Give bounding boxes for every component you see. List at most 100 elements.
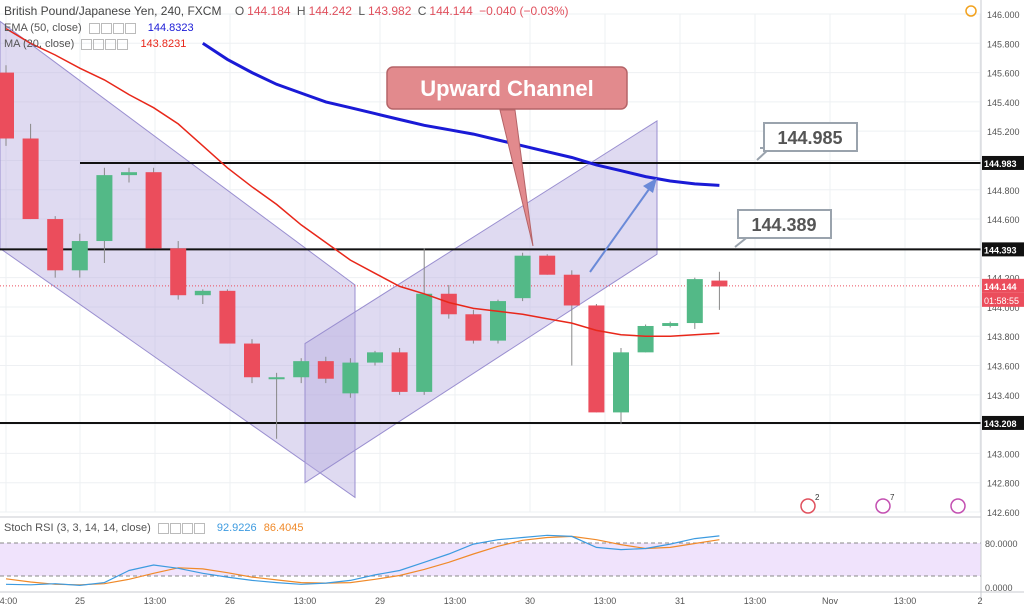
stoch-d-value: 86.4045 <box>263 522 304 534</box>
event-badge-count: 7 <box>890 493 895 502</box>
stoch-band <box>0 543 981 576</box>
candle-body <box>686 279 703 324</box>
candle-body <box>662 323 679 326</box>
open-label: O <box>234 4 245 18</box>
level-label-box <box>763 122 858 152</box>
candle-body <box>244 343 260 378</box>
arrow-head-icon <box>643 178 657 193</box>
time-tick-label: 2 <box>977 596 982 606</box>
candle-body <box>367 352 383 363</box>
candle <box>539 254 556 275</box>
time-tick-label: 31 <box>675 596 685 606</box>
price-tick-label: 143.400 <box>987 391 1020 401</box>
candle <box>563 270 580 366</box>
candle <box>145 167 162 249</box>
candle-body <box>170 248 187 296</box>
ema-value: 144.8323 <box>147 22 194 34</box>
ema-label: EMA (50, close) <box>4 22 82 34</box>
stoch-label: Stoch RSI (3, 3, 14, 14, close) <box>4 522 151 534</box>
candle-body <box>268 377 285 380</box>
candle-body <box>588 305 605 413</box>
price-tick-label: 143.000 <box>987 449 1020 459</box>
candle-body <box>613 352 629 413</box>
stoch-tick-label: 80.0000 <box>985 539 1018 549</box>
candle <box>588 304 605 413</box>
candle <box>416 248 433 395</box>
close-label: C <box>417 4 427 18</box>
price-tick-label: 144.600 <box>987 215 1020 225</box>
price-tag-mid-bg <box>982 242 1024 257</box>
stoch-rsi-pane <box>0 534 981 587</box>
price-tag-last-bg <box>982 278 1024 293</box>
candle <box>0 65 14 146</box>
time-tick-label: 30 <box>525 596 535 606</box>
candle <box>367 350 383 366</box>
candle <box>514 252 531 302</box>
price-tick-label: 144.800 <box>987 186 1020 196</box>
time-tick-label: 13:00 <box>594 596 617 606</box>
high-label: H <box>296 4 306 18</box>
price-tick-label: 145.400 <box>987 98 1020 108</box>
candle <box>637 324 654 353</box>
price-tick-label: 143.800 <box>987 332 1020 342</box>
time-tick-label: 25 <box>75 596 85 606</box>
candle-body <box>563 274 580 306</box>
ema-legend[interactable]: EMA (50, close) 144.8323 <box>4 22 194 34</box>
candle-body <box>293 361 310 378</box>
candle <box>22 123 39 220</box>
time-tick-label: Nov <box>822 596 839 606</box>
level-label-high: 144.985 <box>777 128 842 148</box>
candle-body <box>490 301 506 341</box>
callout-pointer <box>499 109 534 247</box>
stoch-legend[interactable]: Stoch RSI (3, 3, 14, 14, close) 92.9226 … <box>4 522 303 534</box>
level-label-mid: 144.389 <box>751 215 816 235</box>
candle <box>244 339 260 384</box>
candle <box>47 216 64 278</box>
candle-body <box>342 362 359 394</box>
candle <box>711 271 728 310</box>
candle <box>121 167 137 183</box>
candle <box>613 347 629 425</box>
candle <box>293 358 310 384</box>
time-tick-label: 29 <box>375 596 385 606</box>
price-tag-low-bg <box>982 415 1024 430</box>
moving-averages <box>5 27 720 337</box>
ma-controls[interactable] <box>81 38 129 50</box>
candle-body <box>0 72 14 139</box>
candle-body <box>317 361 334 379</box>
candle-body <box>194 290 211 296</box>
time-tick-label: 13:00 <box>444 596 467 606</box>
ma-value: 143.8231 <box>140 38 187 50</box>
candle-body <box>96 175 113 242</box>
ema-line <box>201 42 720 187</box>
price-tag-low: 143.208 <box>984 419 1017 429</box>
projection-arrow <box>589 184 653 273</box>
candle <box>391 347 408 395</box>
ma-legend[interactable]: MA (20, close) 143.8231 <box>4 38 186 50</box>
candle-body <box>514 255 531 299</box>
countdown-bg <box>982 292 1024 307</box>
candle <box>96 167 113 263</box>
candle-body <box>22 138 39 220</box>
price-tick-label: 145.200 <box>987 127 1020 137</box>
symbol-title[interactable]: British Pound/Japanese Yen, 240, FXCM <box>4 4 222 18</box>
time-tick-label: 26 <box>225 596 235 606</box>
alert-icon <box>965 5 977 17</box>
candle <box>170 241 187 300</box>
candle-body <box>391 352 408 392</box>
price-tick-label: 142.800 <box>987 479 1020 489</box>
low-label: L <box>358 4 365 18</box>
time-tick-label: 13:00 <box>744 596 767 606</box>
candle-body <box>465 314 482 341</box>
candle <box>194 289 211 305</box>
price-tag-last: 144.144 <box>984 282 1017 292</box>
ema-controls[interactable] <box>88 22 137 34</box>
price-tick-label: 143.600 <box>987 362 1020 372</box>
price-tag-high: 144.983 <box>984 159 1017 169</box>
time-tick-label: 13:00 <box>294 596 317 606</box>
stoch-tick-label: 0.0000 <box>985 583 1013 593</box>
stoch-controls[interactable] <box>157 522 206 534</box>
time-tick-label: 24:00 <box>0 596 17 606</box>
